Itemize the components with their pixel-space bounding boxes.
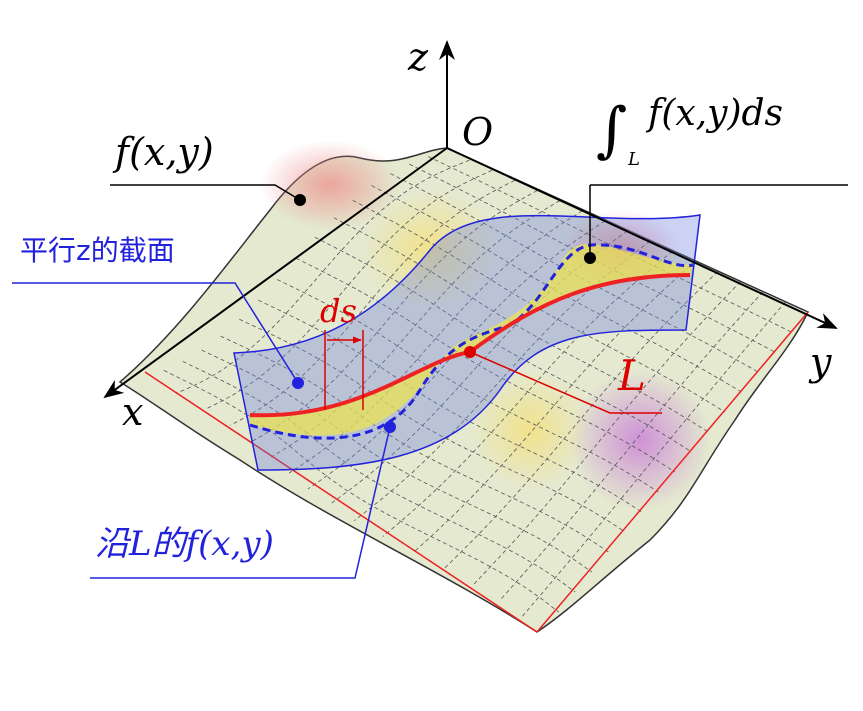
- mesh-line: [201, 349, 593, 573]
- points: [292, 194, 596, 433]
- mesh-line: [163, 370, 559, 613]
- integral-subscript: L: [627, 149, 640, 170]
- surface-label: f(x,y): [112, 130, 214, 174]
- mesh-line: [314, 236, 692, 453]
- axis-label: y: [808, 340, 832, 384]
- mesh-line: [295, 257, 676, 473]
- mesh-line: [473, 281, 741, 585]
- mesh-line: [444, 271, 719, 569]
- mesh-line: [220, 335, 609, 553]
- mesh-line: [175, 159, 470, 394]
- mesh-line: [289, 210, 583, 474]
- mesh-line: [329, 230, 628, 506]
- axes: [103, 40, 838, 399]
- mesh-line: [353, 240, 651, 522]
- mesh-line: [499, 291, 764, 601]
- ds-label: ds: [320, 292, 357, 330]
- mesh-line: [371, 185, 742, 393]
- axis-label: x: [122, 390, 143, 434]
- mesh-line: [252, 190, 538, 442]
- mesh-line: [522, 301, 786, 617]
- mesh-line: [239, 318, 626, 533]
- mesh-line: [382, 250, 673, 537]
- integral-sign: ∫: [596, 95, 627, 165]
- along-label: 沿L的f(x,y): [95, 524, 274, 564]
- section-label: 平行z的截面: [20, 234, 175, 267]
- leaders: [12, 184, 848, 579]
- mesh-line: [230, 180, 515, 426]
- mesh-line: [182, 361, 576, 593]
- origin-label: O: [462, 110, 493, 154]
- mesh-line: [413, 261, 696, 553]
- integral-label: f(x,y)ds: [645, 93, 783, 134]
- mesh-line: [427, 156, 792, 333]
- axis-label: z: [407, 35, 429, 79]
- curve-label: L: [617, 351, 646, 400]
- mesh-line: [258, 299, 642, 513]
- mesh-line: [276, 279, 659, 493]
- mesh-line: [333, 217, 709, 433]
